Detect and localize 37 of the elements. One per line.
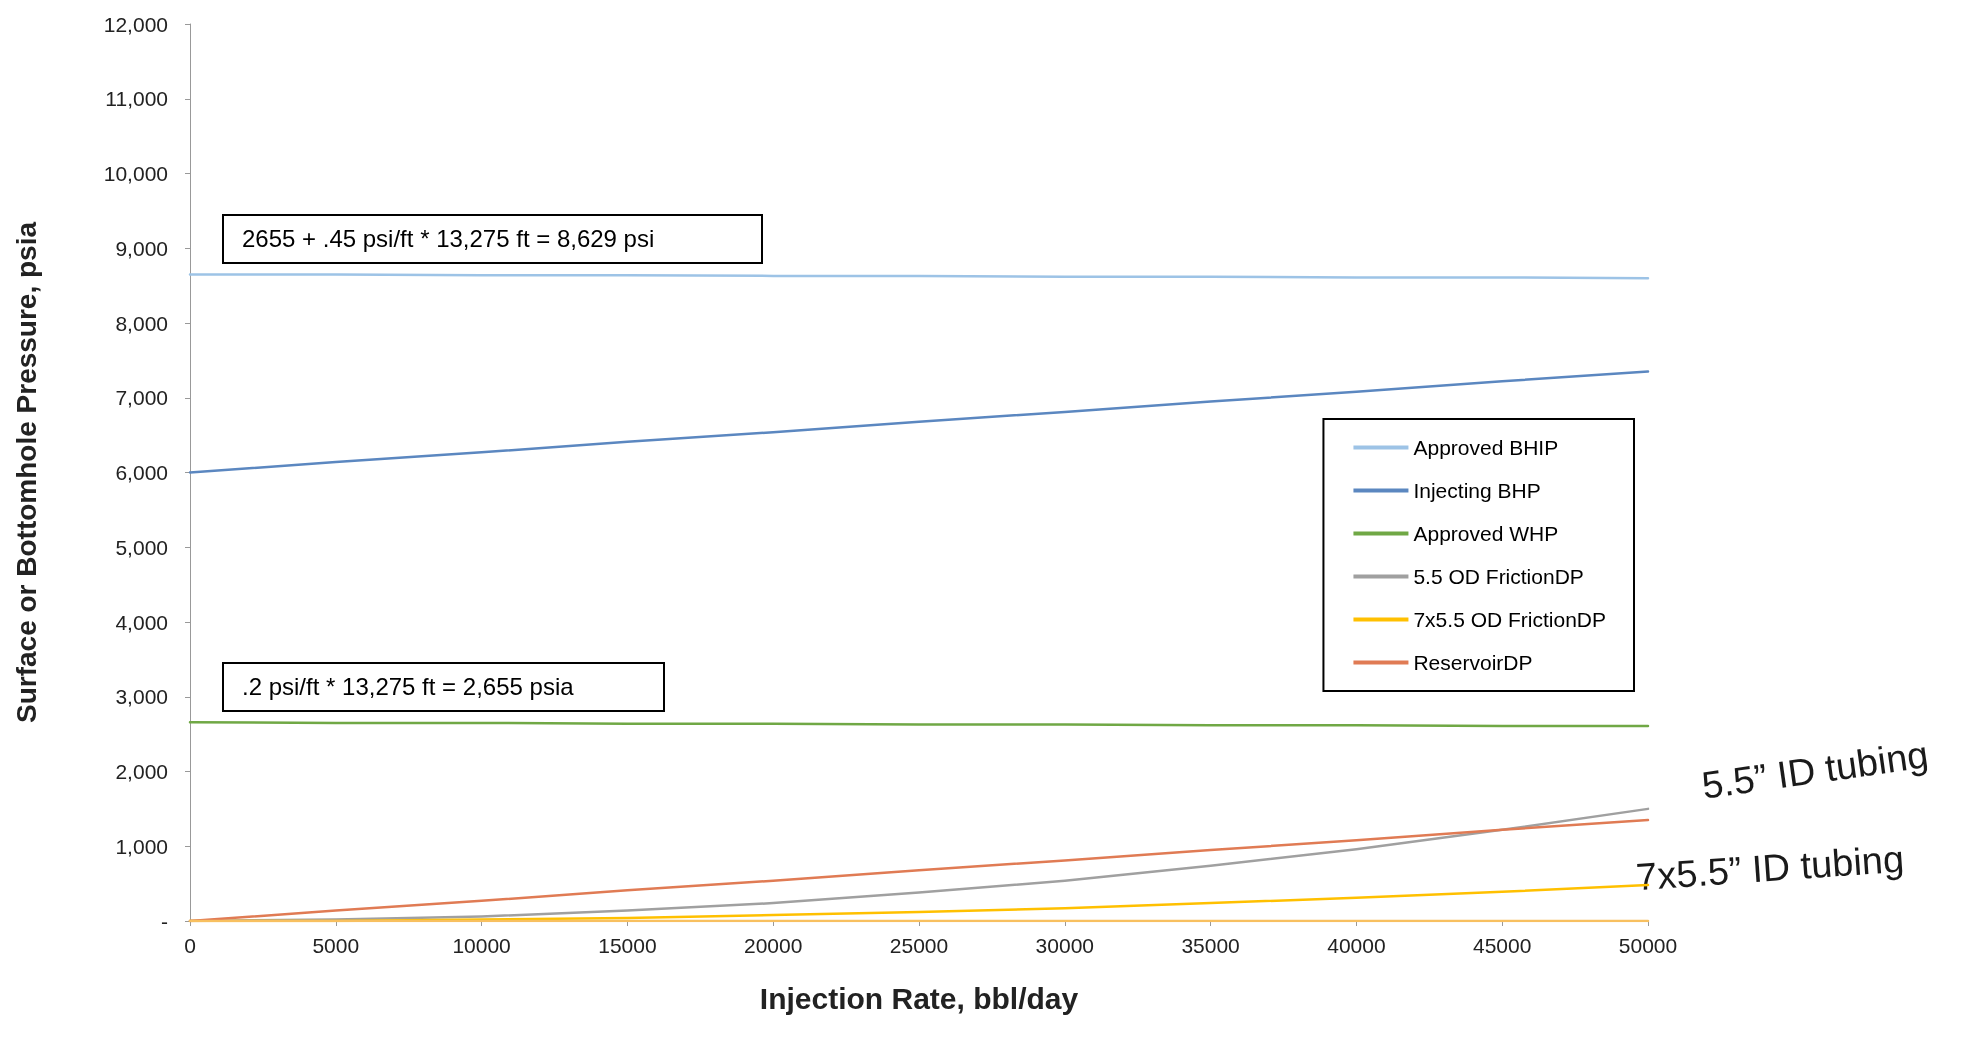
- legend-label: 7x5.5 OD FrictionDP: [1413, 608, 1606, 631]
- y-tick-label: 3,000: [115, 685, 168, 709]
- x-tick-label: 45000: [1473, 934, 1532, 957]
- legend-label: Approved WHP: [1413, 522, 1559, 545]
- y-tick-label: 4,000: [115, 610, 168, 634]
- y-axis-title: Surface or Bottomhole Pressure, psia: [10, 221, 42, 724]
- line-series: [188, 370, 1650, 474]
- legend-label: ReservoirDP: [1413, 651, 1533, 674]
- x-axis-title: Injection Rate, bbl/day: [759, 981, 1079, 1015]
- x-tick-label: 20000: [744, 934, 803, 957]
- y-tick-label: -: [161, 909, 168, 933]
- annotation: 7x5.5” ID tubing: [1634, 837, 1906, 899]
- x-tick-label: 0: [184, 934, 196, 957]
- text: 5.5” ID tubing: [1699, 733, 1931, 807]
- text-box: .2 psi/ft * 13,275 ft = 2,655 psia: [222, 662, 665, 712]
- y-tick-label: 12,000: [103, 12, 168, 36]
- x-tick-label: 30000: [1035, 934, 1094, 957]
- x-tick-label: 50000: [1618, 934, 1678, 957]
- y-tick-label: 9,000: [115, 236, 168, 260]
- legend-label: 5.5 OD FrictionDP: [1413, 565, 1584, 588]
- y-tick-label: 6,000: [115, 461, 168, 484]
- legend-label: Approved BHIP: [1413, 436, 1559, 459]
- y-tick-label: 5,000: [115, 535, 168, 559]
- x-tick-label: 25000: [889, 934, 949, 957]
- x-tick-label: 5000: [312, 934, 360, 957]
- y-tick-label: 8,000: [115, 311, 168, 335]
- y-tick-label: 7,000: [115, 386, 168, 410]
- legend-label: Injecting BHP: [1413, 479, 1541, 502]
- x-tick-label: 40000: [1327, 934, 1386, 957]
- x-tick-label: 35000: [1181, 934, 1240, 957]
- y-tick-label: 10,000: [103, 162, 168, 185]
- x-tick-label: 10000: [452, 934, 511, 957]
- y-tick-label: 1,000: [115, 834, 168, 858]
- x-tick-label: 15000: [598, 934, 657, 957]
- y-tick-label: 2,000: [115, 760, 168, 783]
- y-tick-label: 11,000: [105, 87, 168, 111]
- text-box: 2655 + .45 psi/ft * 13,275 ft = 8,629 psi: [222, 214, 763, 264]
